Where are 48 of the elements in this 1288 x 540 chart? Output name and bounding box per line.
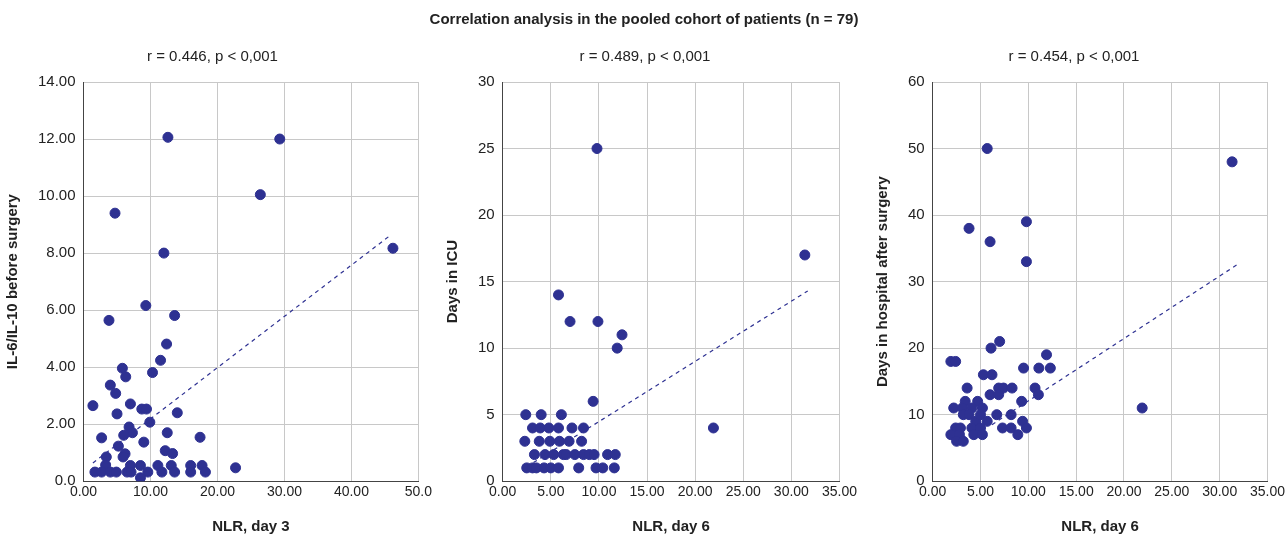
chart-subtitle: r = 0.454, p < 0,001 [1008, 47, 1140, 65]
x-tick-label: 30.00 [266, 483, 303, 500]
y-tick-label: 50 [908, 138, 925, 156]
y-tick-label: 6.00 [46, 300, 76, 318]
y-tick-label: 14.00 [37, 72, 76, 90]
x-tick-label: 15.00 [1058, 483, 1094, 500]
y-tick-label: 8.00 [46, 243, 76, 261]
y-tick-label: 4.00 [46, 357, 76, 375]
y-tick-label: 20 [478, 205, 495, 223]
y-axis-title: Days in ICU [443, 239, 461, 324]
x-tick-label: 25.00 [725, 483, 761, 500]
x-tick-label: 40.00 [333, 483, 370, 500]
chart-subtitle: r = 0.446, p < 0,001 [147, 47, 278, 65]
y-axis-title: IL-6/IL-10 before surgery [3, 193, 21, 370]
y-tick-label: 2.00 [46, 414, 76, 432]
x-tick-label: 20.00 [677, 483, 713, 500]
x-tick-label: 30.00 [773, 483, 810, 500]
y-tick-label: 20 [908, 338, 925, 356]
x-tick-label: 10.00 [581, 483, 617, 500]
y-tick-label: 40 [908, 205, 925, 223]
y-tick-label: 30 [478, 72, 495, 90]
y-tick-label: 15 [478, 271, 495, 289]
y-tick-label: 5 [486, 404, 495, 422]
x-tick-label: 5.00 [966, 483, 995, 500]
y-tick-label: 25 [478, 138, 495, 156]
x-axis-title: NLR, day 3 [212, 517, 290, 535]
y-tick-label: 10 [908, 404, 925, 422]
y-tick-label: 12.00 [37, 129, 76, 147]
x-tick-label: 35.00 [1249, 483, 1286, 500]
y-tick-label: 60 [908, 72, 925, 90]
x-tick-label: 5.00 [537, 483, 565, 500]
x-tick-label: 30.00 [1202, 483, 1238, 500]
x-tick-label: 20.00 [199, 483, 236, 500]
x-tick-label: 50.0 [404, 483, 433, 500]
x-axis-title: NLR, day 6 [632, 517, 710, 535]
x-tick-label: 20.00 [1106, 483, 1142, 500]
x-tick-label: 15.00 [629, 483, 665, 500]
y-tick-label: 10 [478, 338, 495, 356]
x-tick-label: 25.00 [1154, 483, 1190, 500]
chart-subtitle: r = 0.489, p < 0,001 [579, 47, 711, 65]
x-tick-label: 10.00 [1010, 483, 1047, 500]
x-axis-title: NLR, day 6 [1061, 517, 1139, 535]
chart-title: Correlation analysis in the pooled cohort of patients (n = 79) [428, 10, 860, 27]
y-tick-label: 10.00 [37, 186, 76, 204]
x-tick-label: 10.00 [132, 483, 169, 500]
y-tick-label: 30 [908, 271, 925, 289]
y-axis-title: Days in hospital after surgery [873, 175, 891, 388]
x-tick-label: 35.00 [821, 483, 858, 500]
